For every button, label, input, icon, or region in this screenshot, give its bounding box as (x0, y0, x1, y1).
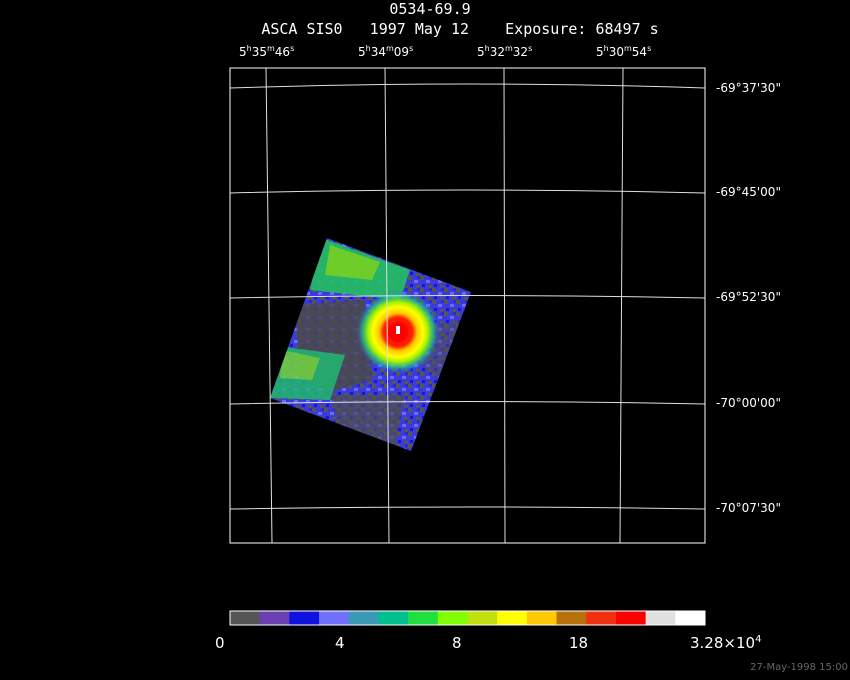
object-title: 0534-69.9 (389, 0, 471, 18)
ra-tick-label: 5h34m09s (358, 44, 414, 59)
colorbar (230, 611, 706, 625)
dec-tick-label: -70°00'00" (716, 396, 781, 410)
dec-tick-label: -69°52'30" (716, 290, 781, 304)
colorbar-swatch (497, 611, 528, 625)
colorbar-swatch (467, 611, 498, 625)
colorbar-swatch (526, 611, 558, 625)
colorbar-swatch (289, 611, 320, 625)
colorbar-swatch (437, 611, 468, 625)
colorbar-swatch (675, 611, 706, 625)
dec-tick-label: -70°07'30" (716, 501, 781, 515)
plot-timestamp: 27-May-1998 15:00 (750, 662, 848, 673)
ra-tick-label: 5h35m46s (239, 44, 295, 59)
colorbar-label: 3.28×104 (690, 634, 762, 652)
colorbar-swatch (615, 611, 647, 625)
detector-field (270, 238, 471, 451)
plot-frame (229, 67, 706, 544)
colorbar-swatch (259, 611, 290, 625)
colorbar-swatch (319, 611, 350, 625)
observation-subtitle: ASCA SIS0 1997 May 12 Exposure: 68497 s (261, 20, 659, 38)
colorbar-swatch (645, 611, 676, 625)
colorbar-swatch (586, 611, 617, 625)
colorbar-swatch (378, 611, 409, 625)
colorbar-label: 18 (569, 634, 589, 652)
dec-tick-label: -69°37'30" (716, 81, 781, 95)
colorbar-label: 0 (215, 634, 225, 652)
ra-tick-label: 5h30m54s (596, 44, 652, 59)
colorbar-swatch (348, 611, 379, 625)
colorbar-frame (229, 610, 706, 626)
coordinate-grid (229, 67, 706, 544)
colorbar-swatch (556, 611, 587, 625)
colorbar-swatch (230, 611, 261, 625)
colorbar-label: 4 (335, 634, 345, 652)
colorbar-swatch (408, 611, 439, 625)
ra-tick-label: 5h32m32s (477, 44, 533, 59)
dec-tick-label: -69°45'00" (716, 185, 781, 199)
colorbar-label: 8 (452, 634, 462, 652)
